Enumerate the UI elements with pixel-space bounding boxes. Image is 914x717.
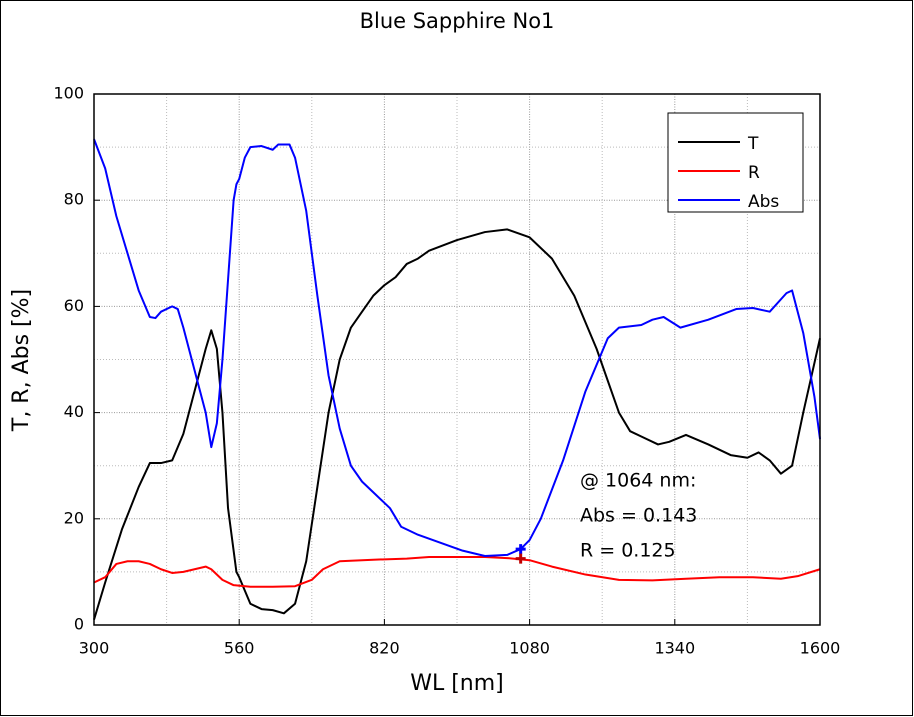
data-line: [93, 138, 821, 557]
x-tick-label: 1080: [509, 639, 550, 658]
marker: [515, 544, 526, 555]
annotation: R = 0.125: [580, 540, 676, 562]
y-tick-label: 40: [64, 402, 84, 421]
y-axis-label: T, R, Abs [%]: [9, 289, 34, 432]
x-tick-label: 820: [369, 639, 400, 658]
y-tick-label: 20: [64, 508, 84, 527]
legend-label: T: [747, 134, 759, 154]
plot-border: [93, 93, 821, 626]
x-axis-label: WL [nm]: [410, 671, 504, 696]
chart-title: Blue Sapphire No1: [360, 9, 555, 33]
x-tick-label: 300: [79, 639, 110, 658]
y-tick-label: 60: [64, 296, 84, 315]
x-tick-label: 1340: [654, 639, 695, 658]
data-line: [93, 228, 821, 620]
annotation: Abs = 0.143: [580, 505, 697, 527]
data-line: [93, 556, 821, 588]
x-tick-label: 560: [224, 639, 255, 658]
y-tick-label: 100: [53, 84, 84, 103]
y-tick-label: 80: [64, 190, 84, 209]
legend-label: R: [748, 163, 760, 183]
legend-label: Abs: [748, 192, 779, 212]
x-tick-label: 1600: [800, 639, 841, 658]
legend-box: [667, 112, 804, 213]
marker: [515, 553, 526, 564]
y-tick-label: 0: [74, 615, 84, 634]
annotation: @ 1064 nm:: [580, 470, 696, 492]
